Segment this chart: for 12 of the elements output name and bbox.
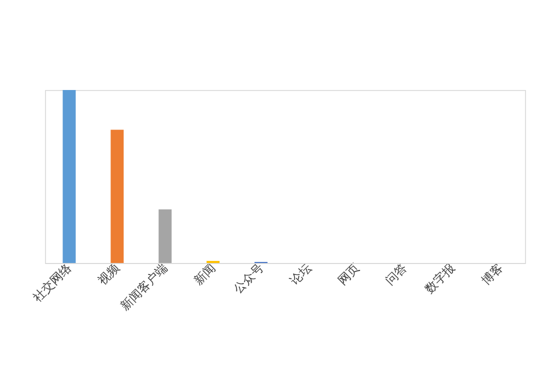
- x-tick-label: 论坛: [287, 260, 314, 288]
- x-tick-label: 视频: [95, 260, 122, 288]
- x-tick-label: 数字报: [422, 260, 458, 296]
- x-tick-label: 问答: [382, 260, 410, 288]
- bar: [158, 209, 172, 263]
- x-tick-label: 公众号: [230, 260, 266, 296]
- x-tick-label: 新闻: [191, 260, 218, 288]
- x-tick-label: 网页: [335, 260, 362, 288]
- bar: [110, 130, 124, 263]
- x-tick-label: 社交网络: [30, 260, 74, 304]
- x-tick-label: 博客: [478, 260, 506, 288]
- bar: [62, 90, 76, 263]
